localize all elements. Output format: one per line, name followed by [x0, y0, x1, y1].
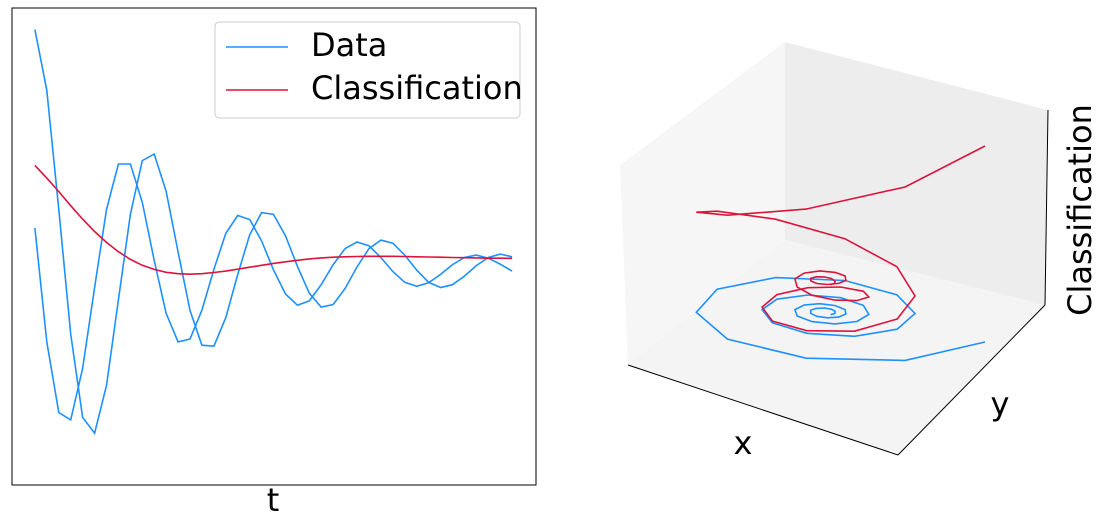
y3d-axis-label: y: [991, 385, 1010, 423]
x3d-axis-label: x: [734, 424, 753, 462]
legend-box: [214, 21, 521, 119]
axes-3d: [620, 42, 1049, 456]
classification-3d-line: [696, 145, 986, 333]
legend: Data Classification: [214, 21, 523, 119]
floor-projection-line: [695, 276, 986, 362]
left-pane: [620, 42, 785, 365]
z3d-axis-label: Classification: [1061, 104, 1099, 316]
data-line: [34, 164, 513, 276]
y-axis-line: [897, 304, 1046, 456]
x-axis-label: t: [267, 481, 280, 519]
x-axis-line: [627, 364, 899, 456]
z-axis-line: [1044, 109, 1049, 306]
legend-label: Classification: [311, 69, 523, 107]
right-pane: [785, 42, 1048, 305]
data-line: [34, 163, 513, 422]
data-line: [34, 29, 513, 436]
floor-pane: [628, 240, 1045, 455]
plot-frame: [11, 7, 537, 486]
legend-label: Data: [311, 26, 387, 64]
